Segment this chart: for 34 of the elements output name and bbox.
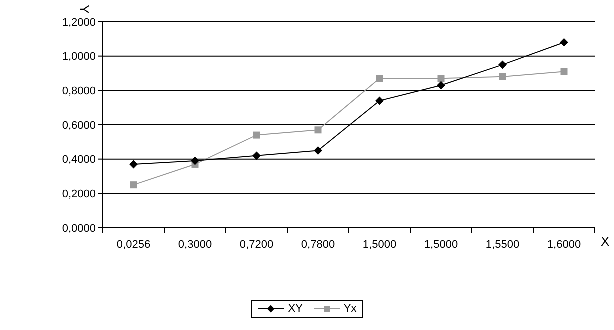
point — [498, 60, 507, 69]
y-axis-title: Y — [76, 5, 92, 14]
y-tick-label: 1,2000 — [62, 16, 96, 29]
point — [253, 132, 260, 139]
point — [191, 157, 200, 166]
point — [437, 82, 446, 90]
point — [130, 182, 138, 189]
point — [499, 73, 506, 80]
point — [560, 38, 568, 47]
x-tick-label: 0,7800 — [301, 239, 336, 251]
point — [314, 126, 322, 134]
y-tick-label: 0,4000 — [62, 154, 96, 166]
x-tick-label: 0,0256 — [116, 239, 151, 251]
x-tick-label: 1,5000 — [362, 239, 397, 251]
y-tick-label: 0,6000 — [62, 120, 96, 132]
legend-label: Yx — [342, 303, 357, 315]
point — [130, 160, 138, 168]
point — [560, 68, 568, 76]
legend-label: XY — [287, 303, 303, 315]
x-tick-label: 0,3000 — [178, 239, 212, 251]
point — [252, 152, 261, 160]
y-tick-label: 1,0000 — [62, 51, 96, 64]
y-tick-label: 0,8000 — [62, 86, 96, 98]
x-tick-label: 1,5500 — [486, 239, 520, 251]
point — [314, 146, 322, 155]
y-tick-label: 0,2000 — [62, 188, 96, 201]
point — [376, 96, 384, 105]
y-tick-label: 0,0000 — [62, 222, 96, 235]
point — [376, 75, 384, 82]
x-tick-label: 1,5000 — [424, 239, 458, 251]
x-tick-label: 0,7200 — [240, 239, 274, 251]
point — [438, 75, 445, 82]
x-axis-title: X — [601, 234, 610, 249]
x-tick-label: 1,6000 — [547, 239, 582, 251]
